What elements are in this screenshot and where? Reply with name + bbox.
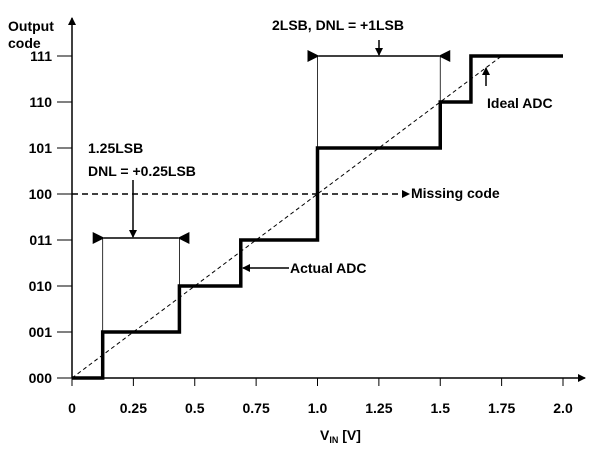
x-tick-label: 0.75 [243, 400, 270, 416]
width1-label-line2: DNL = +0.25LSB [88, 163, 196, 179]
width1-label-line1: 1.25LSB [88, 140, 143, 156]
x-axis-label-unit: [V] [338, 427, 361, 443]
x-tick-label: 0.25 [120, 400, 147, 416]
x-tick-label: 1.25 [365, 400, 392, 416]
x-tick-label: 0.5 [185, 400, 205, 416]
y-tick-label: 000 [29, 370, 53, 386]
x-tick-label: 1.75 [488, 400, 515, 416]
x-tick-label: 0 [68, 400, 76, 416]
x-tick-label: 2.0 [553, 400, 573, 416]
y-axis-label-line2: code [8, 35, 41, 51]
width2-label: 2LSB, DNL = +1LSB [272, 17, 404, 33]
ideal-adc-label: Ideal ADC [487, 95, 553, 111]
actual-adc-line [72, 54, 563, 380]
x-tick-label: 1.0 [308, 400, 328, 416]
y-tick-label: 100 [29, 186, 53, 202]
x-axis-label-sub: IN [329, 435, 338, 445]
y-axis-label-line1: Output [8, 18, 54, 34]
y-tick-label: 111 [30, 48, 52, 64]
y-tick-label: 101 [29, 140, 53, 156]
actual-adc-label: Actual ADC [290, 260, 367, 276]
y-tick-label: 010 [29, 278, 53, 294]
missing-code-label: Missing code [411, 185, 500, 201]
axes [68, 17, 586, 382]
x-axis-label: VIN [V] [320, 427, 361, 445]
y-tick-label: 011 [29, 232, 52, 248]
x-axis-label-v: V [320, 427, 330, 443]
y-tick-label: 001 [29, 324, 53, 340]
x-tick-label: 1.5 [431, 400, 451, 416]
y-tick-label: 110 [29, 94, 52, 110]
ideal-adc-line [71, 55, 502, 379]
